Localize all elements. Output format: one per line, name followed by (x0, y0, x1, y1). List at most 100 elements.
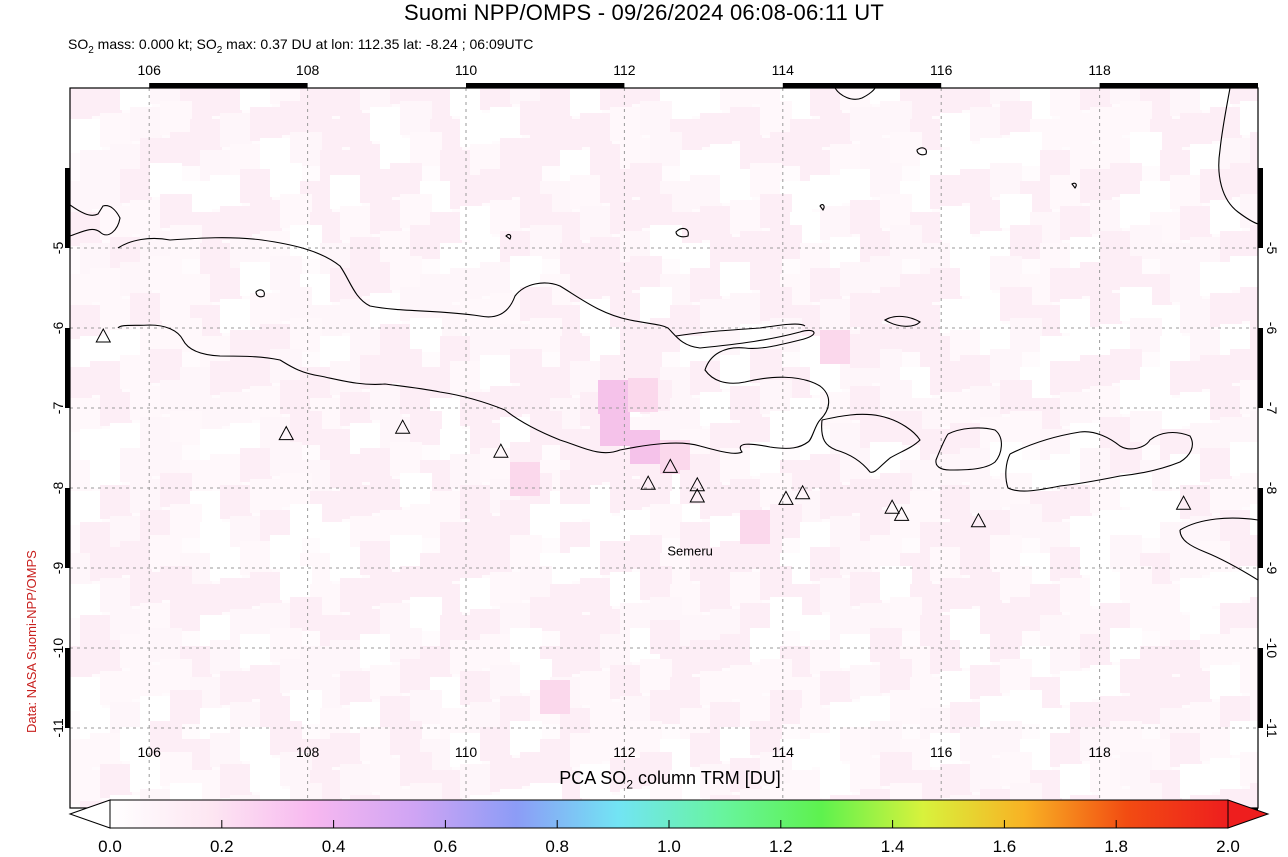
so2-pixel (210, 175, 242, 209)
so2-pixel (600, 262, 632, 296)
so2-pixel (600, 634, 632, 668)
so2-pixel (120, 355, 152, 389)
so2-pixel (360, 448, 392, 482)
so2-pixel (1250, 132, 1258, 166)
so2-pixel (1130, 225, 1162, 259)
so2-pixel (1200, 727, 1232, 761)
so2-pixel (1090, 665, 1122, 699)
lat-label-right: -9 (1264, 562, 1280, 575)
so2-pixel (970, 386, 1002, 420)
so2-pixel (810, 454, 842, 488)
so2-pixel (810, 547, 842, 581)
so2-pixel (340, 578, 372, 612)
so2-pixel (360, 727, 392, 761)
so2-pixel (990, 349, 1022, 383)
colorbar-tick-label: 1.2 (768, 837, 793, 856)
so2-pixel (760, 566, 792, 600)
so2-pixel (360, 88, 392, 110)
so2-pixel (330, 733, 362, 767)
so2-pixel (730, 665, 762, 699)
so2-pixel (100, 578, 132, 612)
so2-pixel (160, 287, 192, 321)
so2-pixel (170, 504, 202, 538)
so2-pixel (1090, 758, 1122, 792)
so2-pixel (1130, 690, 1162, 724)
so2-pixel (160, 473, 192, 507)
so2-pixel (990, 628, 1022, 662)
so2-pixel (1060, 671, 1092, 705)
lon-label-top: 106 (138, 62, 162, 78)
so2-pixel (130, 572, 162, 606)
so2-pixel (630, 163, 662, 197)
so2-pixel (90, 454, 122, 488)
frame-bar-top (1099, 83, 1258, 88)
so2-pixel (1240, 473, 1258, 507)
so2-pixel (1090, 479, 1122, 513)
so2-pixel (1110, 535, 1142, 569)
so2-pixel (70, 553, 92, 587)
so2-pixel (410, 690, 442, 724)
so2-pixel (1080, 634, 1112, 668)
sumba-coast (1179, 517, 1258, 581)
so2-pixel (850, 758, 882, 792)
so2-pixel (640, 473, 672, 507)
so2-pixel (740, 510, 770, 544)
so2-pixel (460, 578, 492, 612)
axis-labels: 106 106 108 108 110 110 112 112 114 114 116 116 118 1… (50, 62, 1280, 760)
so2-pixel (720, 634, 752, 668)
so2-pixel (240, 727, 272, 761)
so2-pixel (570, 268, 602, 302)
so2-pixel (650, 225, 682, 259)
so2-pixel (940, 113, 972, 147)
so2-pixel (880, 566, 912, 600)
so2-pixel (880, 380, 912, 414)
so2-pixel (700, 392, 732, 426)
so2-pixel (1090, 293, 1122, 327)
so2-pixel (130, 479, 162, 513)
so2-pixel (1060, 578, 1092, 612)
subtitle-text-2: mass: 0.000 kt; SO (93, 36, 217, 52)
so2-pixel (150, 88, 182, 104)
so2-pixel (890, 690, 922, 724)
so2-pixel (930, 640, 962, 674)
so2-pixel (370, 479, 402, 513)
so2-pixel (1050, 361, 1082, 395)
so2-pixel (930, 733, 962, 767)
so2-pixel (520, 101, 552, 135)
so2-pixel (250, 572, 282, 606)
so2-pixel (120, 448, 152, 482)
so2-pixel (1060, 485, 1092, 519)
so2-pixel (220, 485, 252, 519)
so2-pixel (1110, 88, 1142, 104)
so2-pixel (460, 485, 492, 519)
so2-pixel (410, 225, 442, 259)
lon-label-top: 114 (772, 62, 795, 78)
so2-pixel (1120, 659, 1152, 693)
so2-pixel-layer (70, 88, 1258, 808)
so2-pixel (600, 727, 632, 761)
so2-pixel (220, 764, 252, 798)
volcano-triangle-icon (794, 484, 811, 500)
so2-pixel (690, 175, 722, 209)
so2-pixel (520, 566, 552, 600)
so2-pixel (970, 665, 1002, 699)
so2-pixel (240, 448, 272, 482)
so2-pixel (1050, 88, 1082, 116)
so2-pixel (1110, 256, 1142, 290)
frame-bar-top (782, 83, 942, 88)
so2-pixel (1050, 175, 1082, 209)
so2-pixel (610, 200, 642, 234)
so2-pixel (1240, 566, 1258, 600)
lombok-coast (935, 427, 1002, 471)
sulawesi-coast (1218, 88, 1258, 225)
so2-pixel (480, 727, 512, 761)
so2-pixel (630, 256, 662, 290)
so2-pixel (120, 169, 152, 203)
so2-pixel (840, 88, 872, 110)
so2-pixel (280, 194, 312, 228)
so2-pixel (510, 256, 542, 290)
so2-pixel (1000, 380, 1032, 414)
sumbawa-coast (1005, 431, 1193, 492)
so2-pixel (270, 163, 302, 197)
so2-pixel (370, 107, 402, 141)
